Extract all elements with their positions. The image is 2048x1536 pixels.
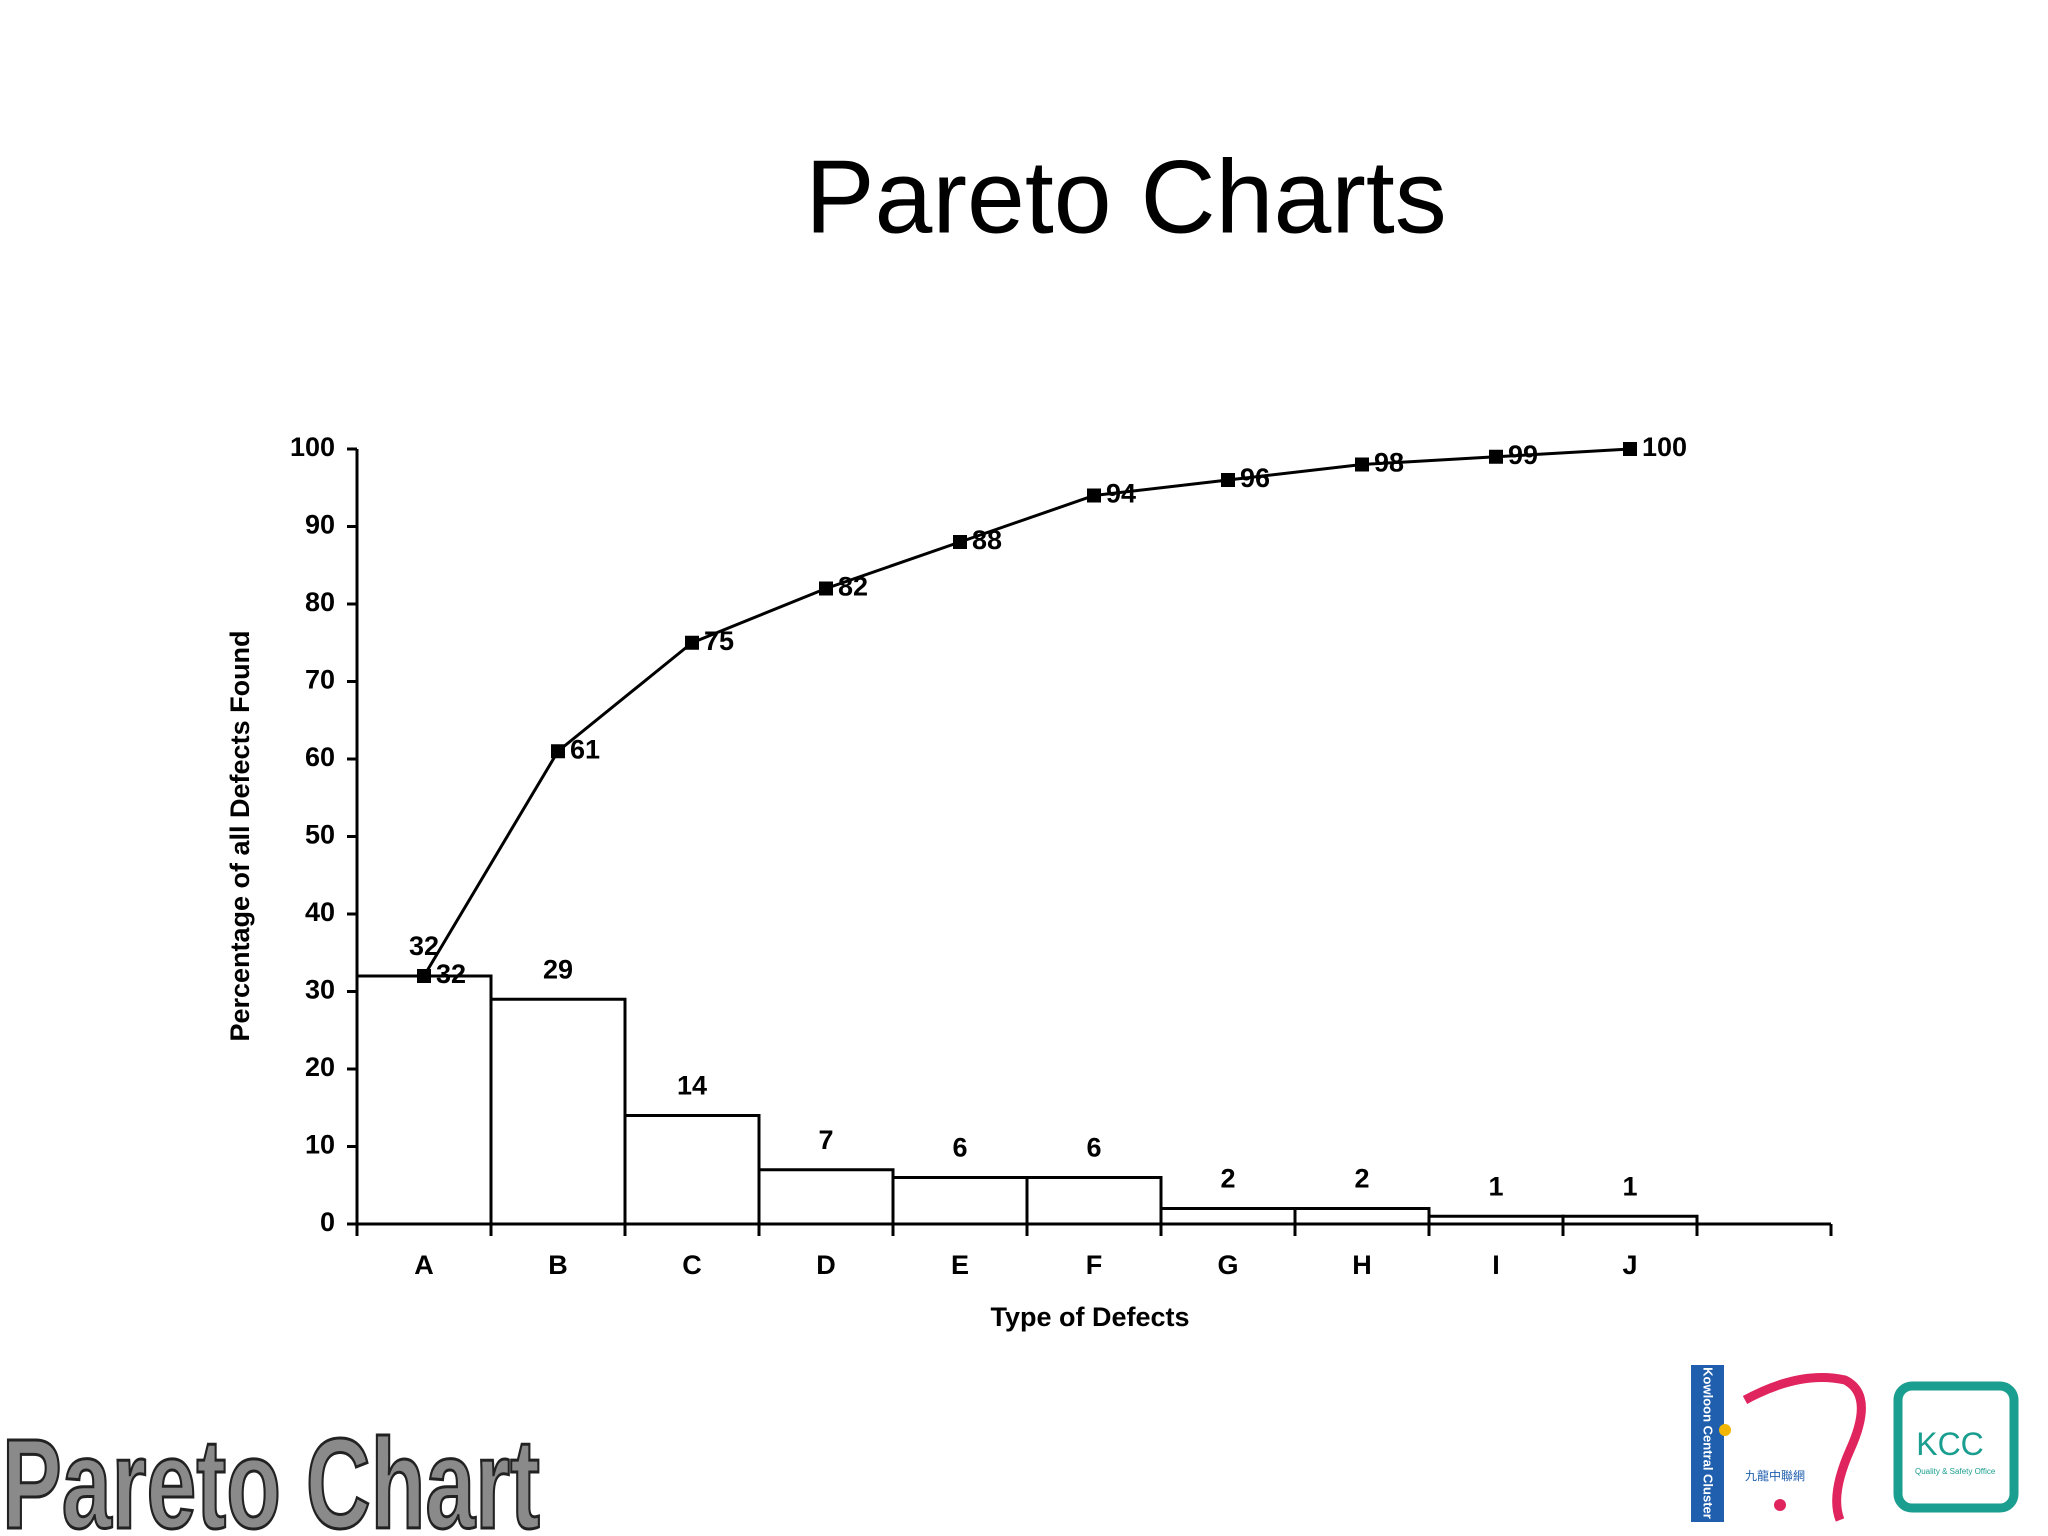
- cumulative-label: 82: [838, 572, 868, 602]
- bar-value-label: 29: [543, 954, 573, 984]
- logo-strip: [1691, 1365, 1724, 1522]
- cumulative-label: 32: [436, 959, 466, 989]
- bar-value-label: 7: [818, 1125, 833, 1155]
- y-tick-label: 0: [320, 1207, 335, 1237]
- logo-curve: [1742, 1373, 1866, 1522]
- cumulative-label: 94: [1106, 479, 1136, 509]
- cumulative-label: 98: [1374, 448, 1404, 478]
- x-tick-label: E: [951, 1250, 969, 1280]
- cumulative-label: 88: [972, 525, 1002, 555]
- bar: [757, 1168, 895, 1226]
- x-tick-label: F: [1086, 1250, 1103, 1280]
- bar-value-label: 6: [1086, 1133, 1101, 1163]
- cumulative-point: [1221, 473, 1235, 487]
- x-tick-label: G: [1217, 1250, 1238, 1280]
- y-tick-label: 60: [305, 742, 335, 772]
- y-tick-label: 90: [305, 510, 335, 540]
- bar: [1159, 1207, 1297, 1226]
- y-tick-label: 40: [305, 897, 335, 927]
- cumulative-point: [1623, 442, 1637, 456]
- slide-title: Pareto Charts: [805, 139, 1447, 255]
- chart: 0 10 20 30 40 50 60 70 80 90 100 32 A 29 B 14 C 7 D 6 E 6 F 2 G 2…: [290, 432, 1833, 1280]
- cumulative-point: [417, 969, 431, 983]
- bar: [1025, 1176, 1163, 1226]
- y-tick-label: 80: [305, 587, 335, 617]
- cumulative-point: [953, 535, 967, 549]
- footer-title: Pareto Chart: [2, 1413, 540, 1536]
- y-axis-label: Percentage of all Defects Found: [225, 630, 255, 1041]
- logo-text: Quality & Safety Office: [1915, 1467, 1996, 1476]
- bar: [1561, 1214, 1699, 1226]
- logo-frame: [1893, 1381, 2019, 1513]
- cumulative-point: [1087, 488, 1101, 503]
- logo-text: Kowloon Central Cluster: [1701, 1367, 1716, 1519]
- x-tick-label: J: [1622, 1250, 1637, 1280]
- x-tick-label: B: [548, 1250, 568, 1280]
- cumulative-point: [819, 581, 833, 596]
- bar: [891, 1176, 1029, 1226]
- y-tick-label: 50: [305, 820, 335, 850]
- logo-text: 九龍中聯網: [1745, 1468, 1805, 1483]
- bar-value-label: 2: [1220, 1164, 1235, 1194]
- bar: [623, 1114, 761, 1226]
- cumulative-label: 75: [704, 626, 734, 656]
- cumulative-label: 99: [1508, 440, 1538, 470]
- cumulative-line: [422, 447, 1631, 977]
- x-tick-label: D: [816, 1250, 836, 1280]
- logo-dot: [1719, 1424, 1731, 1436]
- x-tick-label: A: [414, 1250, 434, 1280]
- x-tick-label: H: [1352, 1250, 1372, 1280]
- cluster-logo: Kowloon Central Cluster 九龍中聯網: [1691, 1365, 1866, 1522]
- cumulative-point: [1489, 449, 1503, 464]
- y-tick-label: 70: [305, 665, 335, 695]
- cumulative-label: 61: [570, 734, 600, 764]
- bar-value-label: 1: [1622, 1171, 1637, 1201]
- bar: [1427, 1214, 1565, 1226]
- bar-value-label: 6: [952, 1133, 967, 1163]
- bar-value-label: 2: [1354, 1164, 1369, 1194]
- cumulative-point: [685, 635, 699, 650]
- bar-value-label: 32: [409, 931, 439, 961]
- logo-text: KCC: [1916, 1426, 1984, 1462]
- x-tick-label: C: [682, 1250, 702, 1280]
- y-tick-label: 20: [305, 1052, 335, 1082]
- cumulative-point: [551, 744, 565, 759]
- y-tick-label: 30: [305, 975, 335, 1005]
- y-tick-label: 100: [290, 432, 335, 462]
- x-tick-label: I: [1492, 1250, 1500, 1280]
- bar-value-label: 1: [1488, 1171, 1503, 1201]
- cumulative-label: 100: [1642, 432, 1687, 462]
- bar: [355, 974, 493, 1226]
- y-tick-label: 10: [305, 1130, 335, 1160]
- bar-value-label: 14: [677, 1071, 707, 1101]
- x-axis-label: Type of Defects: [990, 1302, 1189, 1332]
- bar: [489, 997, 627, 1226]
- logo-dot: [1774, 1499, 1786, 1511]
- bar: [1293, 1207, 1431, 1226]
- cumulative-point: [1355, 457, 1369, 472]
- kcc-logo: KCC Quality & Safety Office: [1893, 1381, 2019, 1513]
- cumulative-label: 96: [1240, 463, 1270, 493]
